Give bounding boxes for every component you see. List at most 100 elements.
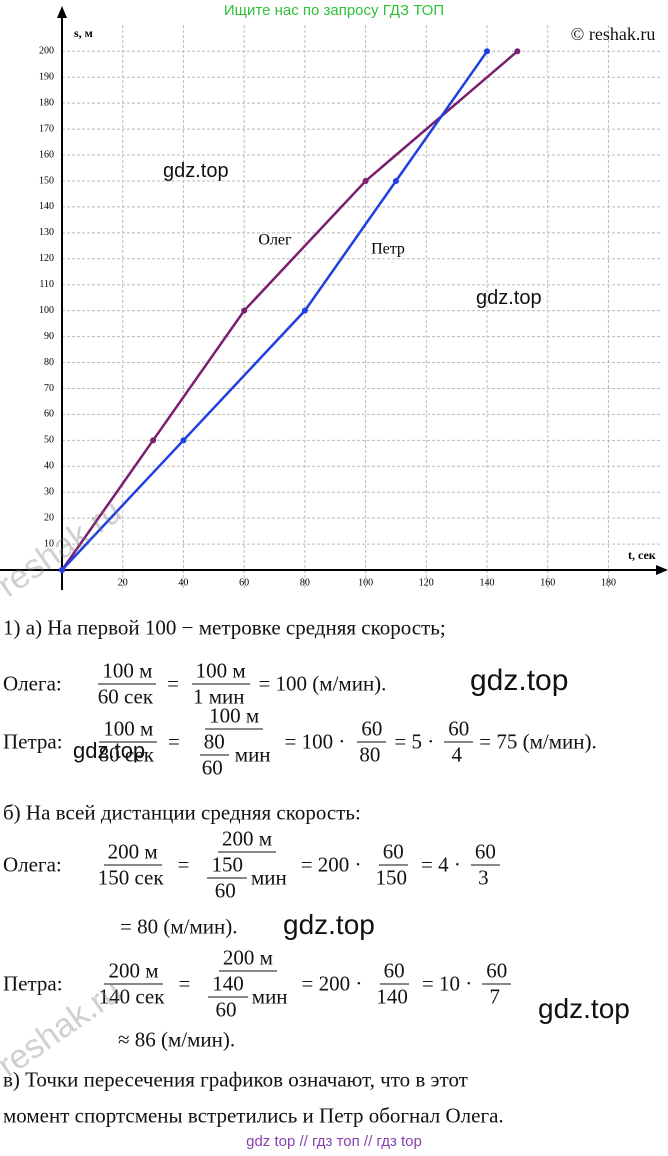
fraction: 60 7 [482,958,512,1010]
y-tick-label: 120 [39,253,54,264]
math-text: = 200 · [301,971,363,996]
math-text: 80 [359,742,381,767]
denominator: 150 [372,866,416,891]
denominator: 150 60 мин [199,853,294,904]
watermark: gdz.top [73,738,146,763]
numerator: 200 м [104,959,163,985]
math-text: = [167,671,179,696]
fraction: 200 м 150 сек [94,840,172,891]
numerator: 80 [199,730,229,756]
math-text: 100 м [209,703,260,728]
math-text: 200 м [107,839,158,864]
math-text: Петра: [3,729,63,754]
y-tick-label: 80 [44,357,54,368]
text-line: б) На всей дистанции средняя скорость: [3,801,367,826]
numerator: 100 м [191,659,250,685]
math-text: 60 [448,716,470,741]
y-tick-label: 50 [44,435,54,446]
x-arrow [656,565,668,575]
x-tick-label: 180 [601,577,616,588]
math-text: 60 [215,997,237,1022]
denominator: 80 [355,743,388,768]
watermark: gdz.top [163,160,229,182]
data-point [484,48,491,55]
math-text: ≈ 86 (м/мин). [118,1027,236,1052]
y-tick-label: 150 [39,175,54,186]
footer: gdz top // гдз топ // гдз top [246,1133,422,1150]
numerator: 100 м [98,658,157,685]
math-text: 140 сек [98,984,165,1009]
numerator: 150 [207,853,247,879]
math-text: 150 сек [97,865,164,890]
text-line: Петра: 200 м 140 сек = 200 м 140 60 мин = 200 · 6… [3,946,517,1023]
text-line: момент спортсмены встретились и Петр обо… [3,1104,510,1129]
numerator: 60 [444,716,474,743]
numerator: 200 м [218,826,277,853]
data-point [59,567,65,573]
math-text: 60 [382,839,404,864]
y-tick-label: 180 [39,97,54,108]
y-tick-label: 130 [39,227,54,238]
math-text: = 10 · [421,971,473,996]
y-tick-label: 20 [44,512,54,523]
math-text: = 100 (м/мин). [258,671,387,696]
y-tick-label: 170 [39,123,54,134]
denominator: 1 мин [189,685,253,710]
data-point [362,177,369,184]
y-tick-label: 60 [44,409,54,420]
numerator: 140 [208,972,248,998]
y-tick-label: 190 [39,72,54,83]
series-label: Олег [258,232,292,249]
denominator: 140 [372,985,416,1010]
math-text: 100 м [103,716,154,741]
fraction: 200 м 140 60 мин [200,946,295,1023]
math-text: 1) а) На первой 100 − метровке средняя с… [3,615,446,640]
fraction: 60 4 [444,716,474,768]
x-tick-label: 20 [118,577,128,588]
x-axis-label: t, сек [628,548,656,562]
math-text: 60 [361,716,383,741]
watermark: gdz.top [476,287,542,309]
x-tick-label: 160 [540,577,555,588]
watermark: gdz.top [283,909,375,940]
math-text: 140 [212,971,244,996]
math-text: 200 м [222,945,273,970]
math-text: 60 [486,958,508,983]
text-line: 1) а) На первой 100 − метровке средняя с… [3,616,452,641]
y-tick-label: 100 [39,305,54,316]
math-text: 100 м [102,658,153,683]
y-tick-label: 110 [39,279,54,290]
math-text: Олега: [3,852,62,877]
numerator: 60 [379,959,409,985]
fraction: 140 60 [208,972,248,1023]
denominator: 60 [198,756,231,781]
math-text: 200 м [222,826,273,851]
math-text: 7 [489,984,500,1009]
numerator: 60 [470,840,500,866]
numerator: 100 м [99,716,158,743]
math-text: мин [234,742,271,767]
math-text: = [178,971,191,996]
denominator: 60 [212,998,245,1023]
math-text: б) На всей дистанции средняя скорость: [3,800,361,825]
y-tick-label: 200 [39,46,54,57]
math-text: 1 мин [192,684,245,709]
math-text: в) Точки пересечения графиков означают, … [3,1067,468,1092]
denominator: 60 сек [94,685,161,710]
data-point [150,437,157,444]
x-tick-label: 80 [300,577,310,588]
fraction: 80 60 [198,730,231,781]
text-line: Петра: 100 м 80 сек = 100 м 80 60 мин = 100 · 60 8… [3,704,603,781]
x-tick-label: 140 [480,577,495,588]
math-text: 150 [375,865,408,890]
data-point [301,307,308,314]
x-tick-label: 100 [358,577,373,588]
y-arrow [57,6,67,18]
x-tick-label: 60 [239,577,249,588]
math-text: 60 [214,878,236,903]
text-line: ≈ 86 (м/мин). [118,1028,241,1053]
fraction: 60 80 [355,717,388,768]
data-point [392,177,399,184]
math-text: 4 [451,742,462,767]
